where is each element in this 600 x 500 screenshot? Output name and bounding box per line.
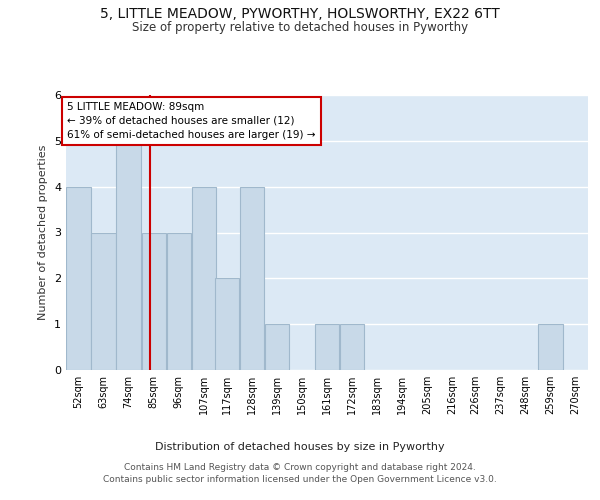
Bar: [340, 324, 364, 370]
Text: Distribution of detached houses by size in Pyworthy: Distribution of detached houses by size …: [155, 442, 445, 452]
Bar: [142, 232, 166, 370]
Bar: [192, 186, 216, 370]
Text: Contains public sector information licensed under the Open Government Licence v3: Contains public sector information licen…: [103, 475, 497, 484]
Bar: [315, 324, 339, 370]
Bar: [67, 186, 91, 370]
Text: Size of property relative to detached houses in Pyworthy: Size of property relative to detached ho…: [132, 21, 468, 34]
Bar: [167, 232, 191, 370]
Bar: [91, 232, 116, 370]
Bar: [215, 278, 239, 370]
Text: Contains HM Land Registry data © Crown copyright and database right 2024.: Contains HM Land Registry data © Crown c…: [124, 462, 476, 471]
Bar: [265, 324, 289, 370]
Bar: [116, 141, 141, 370]
Text: 5, LITTLE MEADOW, PYWORTHY, HOLSWORTHY, EX22 6TT: 5, LITTLE MEADOW, PYWORTHY, HOLSWORTHY, …: [100, 8, 500, 22]
Bar: [239, 186, 264, 370]
Y-axis label: Number of detached properties: Number of detached properties: [38, 145, 49, 320]
Bar: [538, 324, 563, 370]
Text: 5 LITTLE MEADOW: 89sqm
← 39% of detached houses are smaller (12)
61% of semi-det: 5 LITTLE MEADOW: 89sqm ← 39% of detached…: [67, 102, 316, 140]
